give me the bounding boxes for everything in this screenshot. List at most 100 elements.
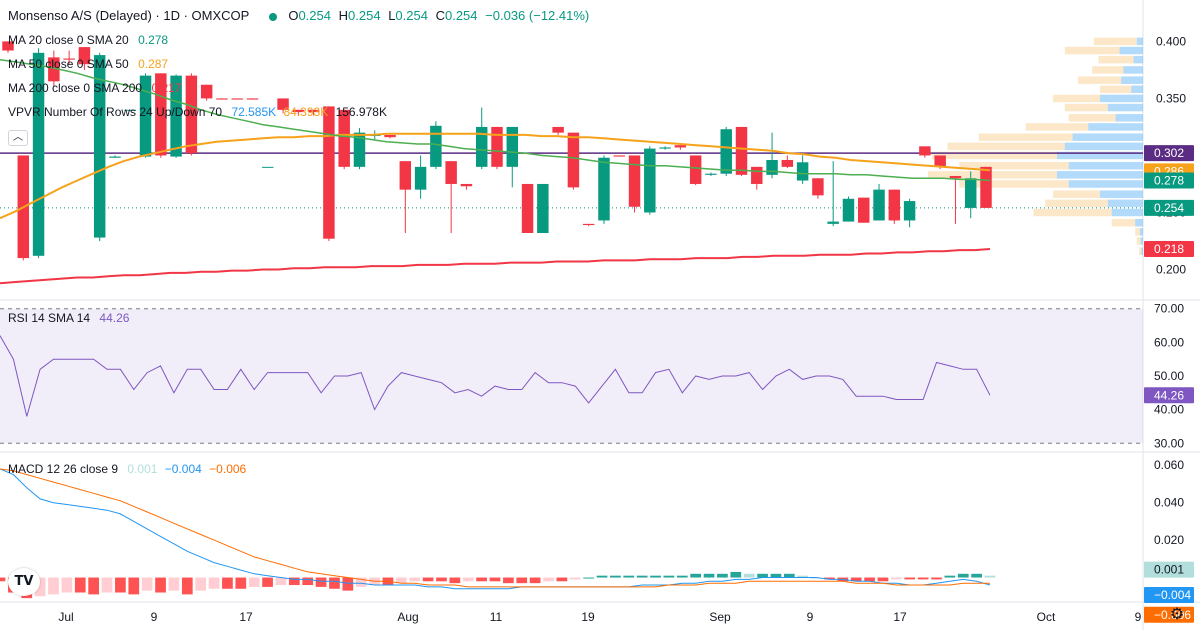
vpvr-down-bar <box>1033 208 1112 217</box>
macd-histogram-bar <box>957 573 969 578</box>
legend-ma20[interactable]: MA 20 close 0 SMA 20 0.278 <box>8 32 168 48</box>
candle-body <box>155 73 167 156</box>
macd-histogram-bar <box>489 577 501 582</box>
candle-body <box>964 178 977 208</box>
legend-vpvr[interactable]: VPVR Number Of Rows 24 Up/Down 70 72.585… <box>8 104 387 120</box>
macd-histogram-bar <box>235 577 247 589</box>
candle-body <box>537 183 549 233</box>
candle-body <box>48 57 60 82</box>
legend-macd-signal: −0.006 <box>209 462 247 476</box>
macd-histogram-bar <box>569 577 581 580</box>
vpvr-up-bar <box>1107 103 1143 112</box>
vpvr-up-bar <box>1136 37 1143 46</box>
candle-body <box>200 84 213 99</box>
macd-histogram-bar <box>208 577 220 589</box>
vpvr-up-bar <box>1140 237 1143 245</box>
price-tick-label: 0.350 <box>1156 91 1186 105</box>
candle-body <box>262 166 274 168</box>
macd-histogram-bar <box>543 577 554 582</box>
macd-histogram-bar <box>141 577 153 591</box>
candle-body <box>323 106 335 239</box>
vpvr-down-bar <box>978 133 1073 141</box>
macd-histogram-bar <box>917 577 929 580</box>
time-tick-label: 9 <box>151 610 158 624</box>
candle-body <box>751 166 763 184</box>
tradingview-logo-icon[interactable]: TV <box>8 568 40 596</box>
legend-ma50[interactable]: MA 50 close 0 SMA 50 0.287 <box>8 56 168 72</box>
macd-histogram-bar <box>797 575 809 578</box>
vpvr-up-bar <box>1107 199 1143 208</box>
candle-body <box>781 160 794 167</box>
macd-signal-line <box>0 468 990 588</box>
macd-histogram-bar <box>770 573 782 578</box>
macd-histogram-bar <box>810 577 822 579</box>
price-label-badge <box>1144 145 1194 162</box>
legend-rsi[interactable]: RSI 14 SMA 14 44.26 <box>8 310 129 326</box>
price-label-badge <box>1144 240 1194 257</box>
vpvr-up-bar <box>1141 247 1143 255</box>
candle-body <box>445 161 457 184</box>
candle-body <box>277 98 289 110</box>
vpvr-down-bar <box>1100 85 1132 94</box>
ohlc-close-key: C <box>435 8 445 23</box>
candle-body <box>338 109 350 167</box>
macd-histogram-bar <box>676 575 688 578</box>
rsi-value-badge <box>1144 387 1194 404</box>
rsi-tick-label: 60.00 <box>1154 335 1184 349</box>
macd-histogram-bar <box>971 573 982 578</box>
macd-histogram-bar <box>355 577 367 587</box>
legend-vpvr-total: 156.978K <box>335 105 387 119</box>
macd-tick-label: 0.020 <box>1154 533 1184 547</box>
legend-ma50-value: 0.287 <box>138 57 169 71</box>
candle-body <box>598 157 610 221</box>
vpvr-down-bar <box>1064 46 1120 55</box>
macd-histogram-bar <box>315 577 327 587</box>
candle-body <box>858 197 870 223</box>
macd-histogram-bar <box>128 577 140 595</box>
candle-body <box>63 58 75 60</box>
legend-vpvr-down: 84.393K <box>283 105 329 119</box>
rsi-tick-label: 70.00 <box>1154 302 1184 316</box>
legend-rsi-value: 44.26 <box>99 311 130 325</box>
symbol-title[interactable]: Monsenso A/S (Delayed) · 1D · OMXCOP <box>8 8 250 23</box>
legend-vpvr-label: VPVR Number Of Rows 24 Up/Down 70 <box>8 105 223 119</box>
vpvr-up-bar <box>1115 114 1143 122</box>
rsi-tick-label: 30.00 <box>1154 436 1184 450</box>
macd-value-badge <box>1144 587 1194 604</box>
price-label-badge <box>1144 172 1194 189</box>
legend-rsi-label: RSI 14 SMA 14 <box>8 311 91 325</box>
vpvr-up-bar <box>1057 151 1143 160</box>
macd-histogram-bar <box>275 577 287 586</box>
vpvr-up-bar <box>1111 208 1143 217</box>
candle-body <box>384 134 396 138</box>
time-tick-label: Aug <box>397 610 418 624</box>
price-label-badge <box>1144 199 1194 216</box>
rsi-tick-label: 40.00 <box>1154 403 1184 417</box>
candle-body <box>888 189 901 221</box>
gear-icon[interactable]: ⚙ <box>1169 606 1185 623</box>
macd-histogram-bar <box>743 573 755 578</box>
vpvr-up-bar <box>1072 133 1143 141</box>
vpvr-down-bar <box>1093 37 1137 46</box>
candle-body <box>307 109 320 113</box>
time-tick-label: 17 <box>239 610 253 624</box>
legend-ma200[interactable]: MA 200 close 0 SMA 200 0.217 <box>8 80 181 96</box>
candle-body <box>873 189 885 221</box>
vpvr-down-bar <box>1098 55 1134 64</box>
macd-histogram-bar <box>222 577 233 589</box>
macd-value-badge <box>1144 561 1194 578</box>
macd-histogram-bar <box>516 577 528 584</box>
legend-macd[interactable]: MACD 12 26 close 9 0.001 −0.004 −0.006 <box>8 461 246 477</box>
macd-histogram-bar <box>877 577 889 582</box>
macd-histogram-bar <box>850 577 862 582</box>
rsi-value-text: 44.26 <box>1154 388 1184 402</box>
macd-histogram-bar <box>436 577 447 582</box>
macd-histogram-bar <box>288 577 300 586</box>
collapse-legend-button[interactable]: ︿ <box>8 130 28 146</box>
vpvr-up-bar <box>1133 55 1143 64</box>
price-tick-label: 0.400 <box>1156 34 1186 48</box>
vpvr-down-bar <box>947 142 1065 151</box>
vpvr-up-bar <box>1088 123 1143 131</box>
vpvr-down-bar <box>1136 237 1141 245</box>
